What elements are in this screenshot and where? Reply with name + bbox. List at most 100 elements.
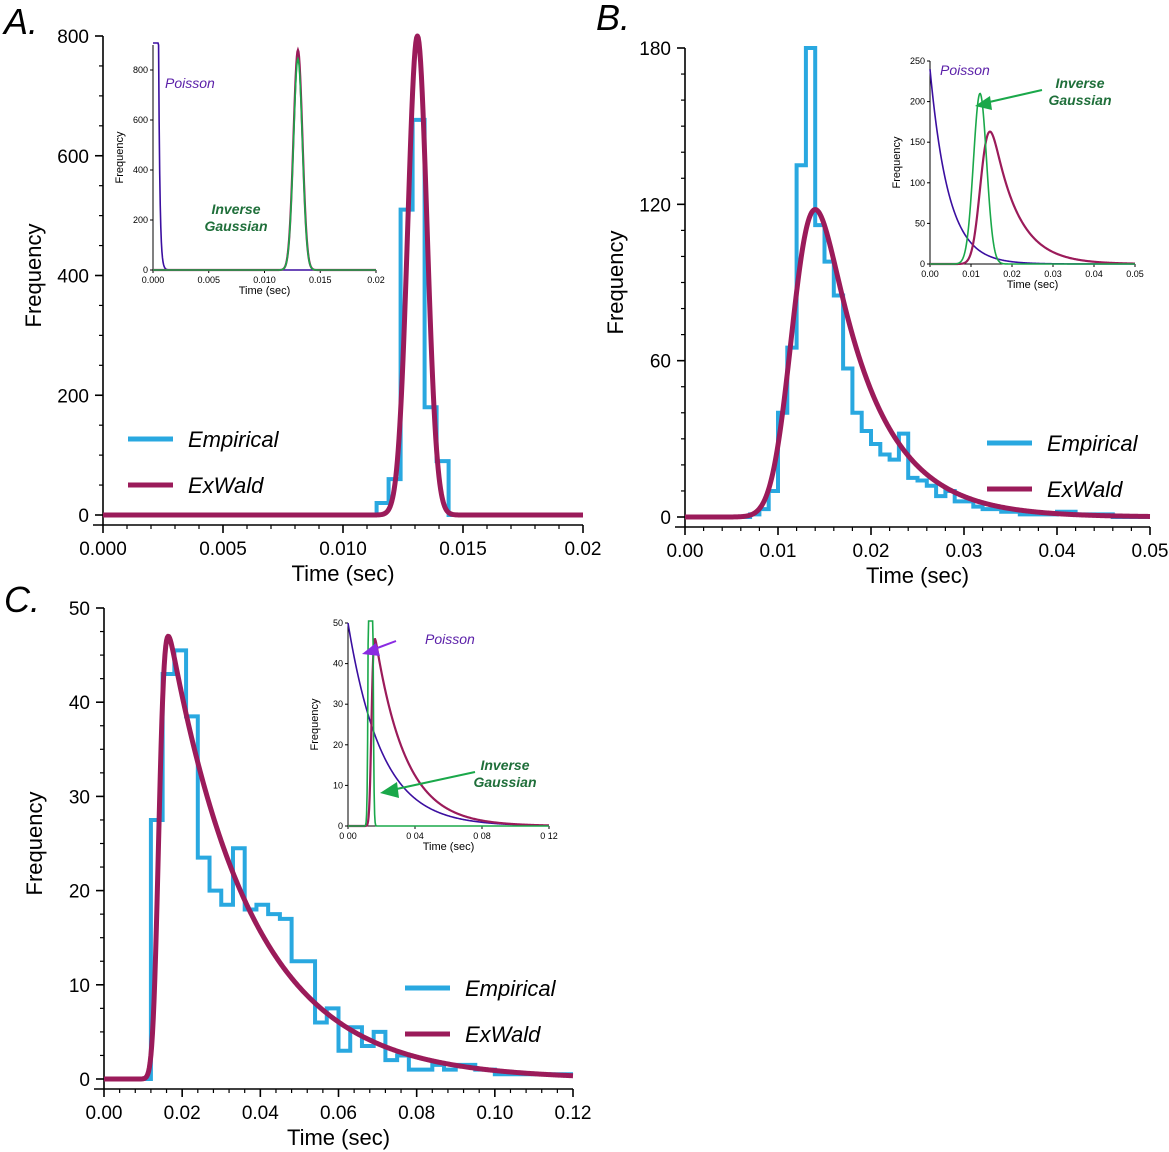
inset-y-tick-label: 0 bbox=[143, 265, 148, 275]
main-x-tick-label: 0.010 bbox=[319, 539, 367, 560]
panel-a: A. 0.000 0.005 0.010 0.015 0.02 0 200 400 600 800 T… bbox=[2, 1, 601, 586]
annotation-inverse-gaussian-line: Gaussian bbox=[473, 774, 536, 790]
inset-y-tick-label: 100 bbox=[910, 178, 925, 188]
inset-exwald-curve bbox=[348, 638, 550, 828]
empirical-histogram bbox=[685, 46, 1150, 519]
annotation-inverse-gaussian: Inverse Gaussian bbox=[473, 757, 536, 790]
arrowhead-poisson bbox=[362, 643, 380, 656]
main-y-tick-label: 0 bbox=[660, 508, 671, 529]
inset-y-tick-label: 600 bbox=[133, 115, 148, 125]
main-y-tick-label: 50 bbox=[69, 599, 90, 620]
main-y-tick-label: 800 bbox=[57, 27, 89, 48]
arrowhead-inverse-gaussian bbox=[380, 782, 399, 798]
inset-exwald-curve bbox=[930, 130, 1135, 266]
legend-label-exwald: ExWald bbox=[188, 473, 264, 498]
inset-x-tick-label: 0.010 bbox=[253, 275, 276, 285]
annotation-inverse-gaussian-line: Inverse bbox=[1055, 75, 1104, 91]
legend-label-empirical: Empirical bbox=[465, 976, 557, 1001]
main-y-tick-label: 40 bbox=[69, 693, 90, 714]
annotation-inverse-gaussian-line: Inverse bbox=[211, 201, 260, 217]
annotation-inverse-gaussian-line: Gaussian bbox=[1048, 92, 1111, 108]
inset-y-tick-label: 200 bbox=[910, 97, 925, 107]
inset-y-tick-label: 200 bbox=[133, 215, 148, 225]
legend-label-exwald: ExWald bbox=[1047, 477, 1123, 502]
main-x-tick-label: 0.10 bbox=[476, 1103, 513, 1124]
empirical-histogram bbox=[103, 117, 583, 517]
legend: Empirical ExWald bbox=[405, 976, 557, 1047]
exwald-curve bbox=[683, 207, 1152, 520]
inset-x-tick-label: 0.04 bbox=[1085, 269, 1103, 279]
inset-x-tick-label: 0.015 bbox=[309, 275, 332, 285]
main-y-tick-label: 200 bbox=[57, 386, 89, 407]
main-y-axis-label: Frequency bbox=[21, 224, 46, 328]
main-y-tick-label: 180 bbox=[639, 39, 671, 60]
main-y-axis-label: Frequency bbox=[603, 231, 628, 335]
exwald-curve bbox=[102, 633, 575, 1082]
main-x-tick-label: 0.015 bbox=[439, 539, 487, 560]
main-x-tick-label: 0.12 bbox=[555, 1103, 592, 1124]
inset-x-tick-label: 0.005 bbox=[197, 275, 220, 285]
inset-x-tick-label: 0 08 bbox=[473, 831, 491, 841]
main-y-tick-label: 20 bbox=[69, 882, 90, 903]
main-x-tick-label: 0.02 bbox=[853, 541, 890, 562]
inset-y-tick-label: 20 bbox=[333, 740, 343, 750]
panel-label: C. bbox=[4, 579, 40, 620]
panel-c: C. 0.00 0.02 0.04 0.06 0.08 0.10 0.12 0 10 20 30 40 5… bbox=[4, 579, 591, 1150]
inset-x-tick-label: 0.02 bbox=[367, 275, 385, 285]
inset-x-tick-label: 0 00 bbox=[339, 831, 357, 841]
main-y-tick-label: 0 bbox=[79, 1070, 90, 1091]
inset-y-tick-label: 0 bbox=[338, 821, 343, 831]
inset-y-tick-label: 400 bbox=[133, 165, 148, 175]
inset-plot: 0 00 0 04 0 08 0 12 0 10 20 30 40 50 Time (sec) Fre… bbox=[309, 618, 558, 853]
annotation-inverse-gaussian: Inverse Gaussian bbox=[204, 201, 267, 234]
inset-x-tick-label: 0.01 bbox=[962, 269, 980, 279]
main-y-tick-label: 60 bbox=[650, 352, 671, 373]
inset-y-axis-label: Frequency bbox=[114, 131, 126, 183]
inset-x-tick-label: 0 04 bbox=[406, 831, 424, 841]
main-x-tick-label: 0.02 bbox=[164, 1103, 201, 1124]
main-x-tick-label: 0.03 bbox=[946, 541, 983, 562]
inset-x-tick-label: 0.02 bbox=[1003, 269, 1021, 279]
inset-x-tick-label: 0.00 bbox=[921, 269, 939, 279]
main-x-tick-label: 0.00 bbox=[667, 541, 704, 562]
inset-y-axis-label: Frequency bbox=[309, 698, 321, 750]
main-x-tick-label: 0.04 bbox=[242, 1103, 279, 1124]
panel-label: A. bbox=[2, 1, 38, 42]
main-x-tick-label: 0.02 bbox=[565, 539, 602, 560]
inset-y-tick-label: 50 bbox=[915, 218, 925, 228]
inset-x-axis-label: Time (sec) bbox=[239, 285, 291, 297]
inset-x-tick-label: 0.05 bbox=[1126, 269, 1144, 279]
arrow-inverse-gaussian bbox=[391, 771, 476, 791]
panel-label: B. bbox=[596, 0, 630, 38]
main-y-axis-label: Frequency bbox=[22, 792, 47, 896]
main-x-tick-label: 0.08 bbox=[398, 1103, 435, 1124]
inset-y-tick-label: 40 bbox=[333, 659, 343, 669]
main-y-tick-label: 120 bbox=[639, 195, 671, 216]
legend: Empirical ExWald bbox=[128, 427, 280, 498]
annotation-poisson: Poisson bbox=[940, 62, 990, 78]
main-x-axis-label: Time (sec) bbox=[291, 561, 394, 586]
inset-x-axis-label: Time (sec) bbox=[1007, 279, 1059, 291]
main-y-tick-label: 10 bbox=[69, 976, 90, 997]
main-y-tick-label: 600 bbox=[57, 147, 89, 168]
inset-y-tick-label: 250 bbox=[910, 56, 925, 66]
arrowhead-inverse-gaussian bbox=[975, 96, 992, 110]
legend-label-exwald: ExWald bbox=[465, 1022, 541, 1047]
empirical-histogram bbox=[104, 648, 573, 1081]
inset-x-tick-label: 0.000 bbox=[142, 275, 165, 285]
inset-y-tick-label: 800 bbox=[133, 65, 148, 75]
main-x-tick-label: 0.06 bbox=[320, 1103, 357, 1124]
inset-y-tick-label: 0 bbox=[920, 259, 925, 269]
main-x-axis-label: Time (sec) bbox=[866, 563, 969, 588]
legend-label-empirical: Empirical bbox=[188, 427, 280, 452]
inset-y-tick-label: 150 bbox=[910, 137, 925, 147]
inset-inverse-gaussian-curve bbox=[930, 92, 1135, 265]
inset-y-tick-label: 50 bbox=[333, 618, 343, 628]
main-y-tick-label: 30 bbox=[69, 787, 90, 808]
annotation-poisson: Poisson bbox=[425, 631, 475, 647]
arrow-inverse-gaussian bbox=[984, 89, 1043, 104]
inset-x-tick-label: 0.03 bbox=[1044, 269, 1062, 279]
panel-b: B. 0.00 0.01 0.02 0.03 0.04 0.05 0 60 120 180 Time … bbox=[596, 0, 1168, 588]
inset-y-tick-label: 30 bbox=[333, 699, 343, 709]
